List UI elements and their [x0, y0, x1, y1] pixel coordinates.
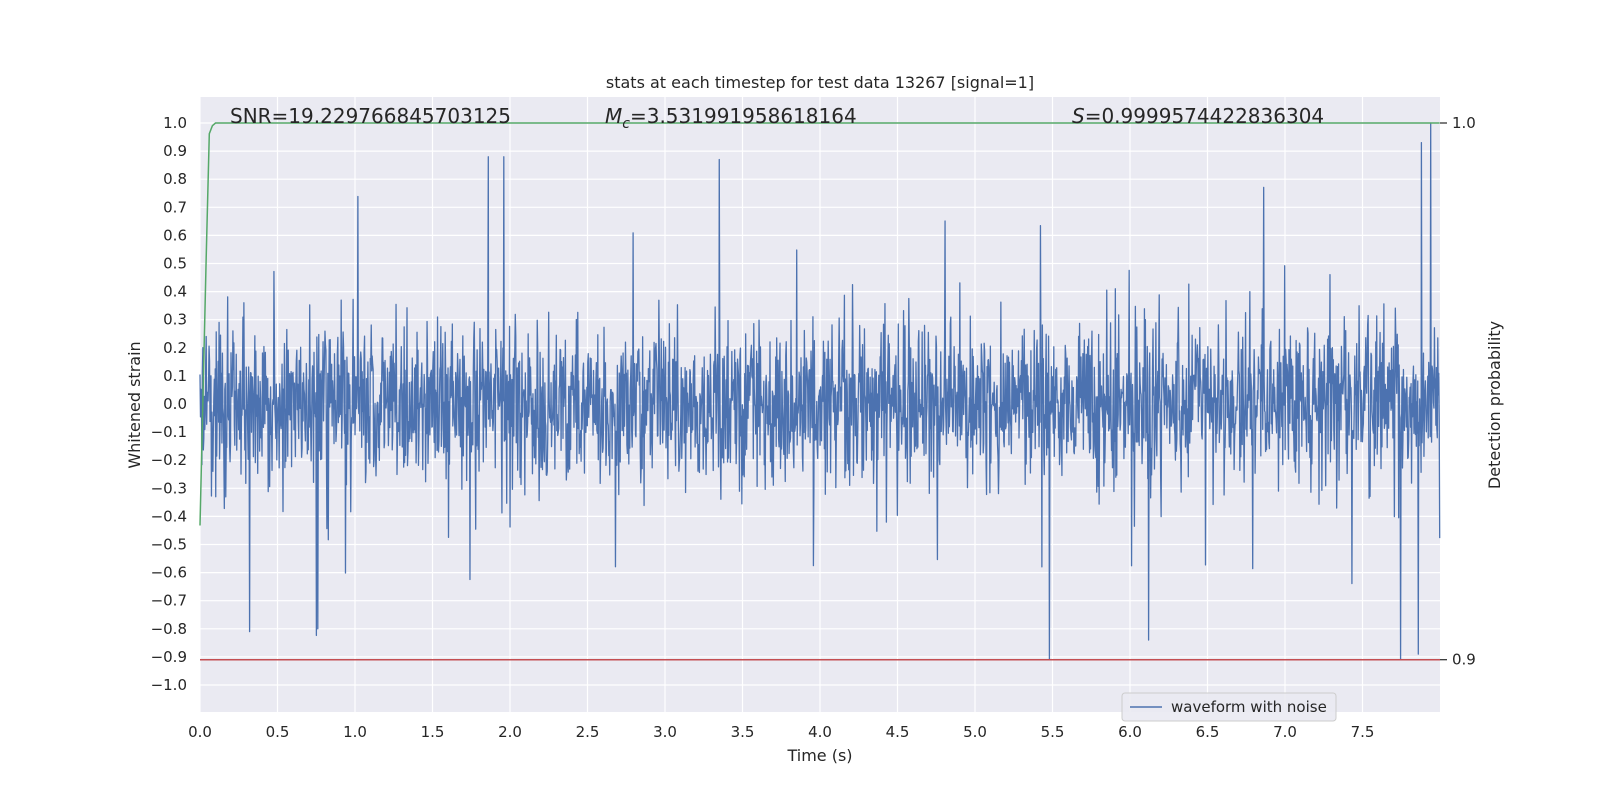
detection-stat-value: =0.9999574422836304: [1085, 104, 1324, 128]
x-axis-label: Time (s): [786, 746, 852, 765]
x-tick-label: 0.0: [188, 723, 212, 741]
x-tick-label: 1.0: [343, 723, 367, 741]
y-tick-label: −0.8: [151, 620, 187, 638]
y-tick-label: −0.7: [151, 592, 187, 610]
x-tick-label: 7.0: [1273, 723, 1297, 741]
y-tick-label: 0.4: [163, 283, 187, 301]
x-tick-label: 5.0: [963, 723, 987, 741]
legend: waveform with noise: [1121, 692, 1337, 722]
y-tick-label: −0.6: [151, 564, 187, 582]
chart-title: stats at each timestep for test data 132…: [606, 73, 1034, 92]
x-tick-label: 2.5: [576, 723, 600, 741]
x-tick-label: 4.5: [886, 723, 910, 741]
detection-stat-symbol: S: [1072, 104, 1085, 128]
y-tick-label: 0.1: [163, 367, 187, 385]
legend-box: [1121, 692, 1337, 722]
x-tick-labels: 0.0 0.5 1.0 1.5 2.0 2.5 3.0 3.5 4.0 4.5 5.0 5.5 6.0 6…: [188, 723, 1374, 741]
x-tick-label: 7.5: [1351, 723, 1375, 741]
detection-stat-annotation: S=0.9999574422836304: [1072, 104, 1324, 128]
x-tick-label: 5.5: [1041, 723, 1065, 741]
x-tick-label: 0.5: [266, 723, 290, 741]
y-tick-label: 0.5: [163, 255, 187, 273]
y-tick-label: 0.7: [163, 198, 187, 216]
y-tick-label: 0.3: [163, 311, 187, 329]
y-tick-label: 1.0: [163, 114, 187, 132]
chirp-mass-annotation: Mc=3.531991958618164: [605, 104, 857, 132]
x-tick-label: 6.0: [1118, 723, 1142, 741]
x-tick-label: 2.0: [498, 723, 522, 741]
x-tick-label: 1.5: [421, 723, 445, 741]
series-waveform-with-noise-line: [199, 122, 1441, 661]
y2-tick-labels: 0.9 1.0: [1440, 114, 1476, 669]
y-tick-label: 0.8: [163, 170, 187, 188]
y-tick-labels: −1.0 −0.9 −0.8 −0.7 −0.6 −0.5 −0.4 −0.3 −0.2 −0.1…: [151, 114, 187, 694]
x-tick-label: 3.0: [653, 723, 677, 741]
y-tick-label: 0.0: [163, 395, 187, 413]
chirp-mass-symbol: M: [605, 104, 622, 128]
x-tick-label: 3.5: [731, 723, 755, 741]
y-tick-label: −0.3: [151, 479, 187, 497]
y-tick-label: 0.6: [163, 226, 187, 244]
y-tick-label: −0.4: [151, 507, 187, 525]
y-tick-label: −0.9: [151, 648, 187, 666]
y-tick-label: −1.0: [151, 676, 187, 694]
chirp-mass-subscript: c: [622, 116, 630, 132]
x-tick-label: 6.5: [1196, 723, 1220, 741]
y2-tick-label: 1.0: [1452, 114, 1476, 132]
y-tick-label: −0.1: [151, 423, 187, 441]
series-detection-probability-line: [199, 122, 1440, 526]
legend-label-waveform-with-noise: waveform with noise: [1171, 698, 1327, 716]
chirp-mass-value: =3.531991958618164: [630, 104, 857, 128]
y-tick-label: −0.5: [151, 536, 187, 554]
y-axis-label: Whitened strain: [125, 341, 144, 468]
y2-axis-label: Detection probability: [1485, 321, 1504, 489]
y-tick-label: −0.2: [151, 451, 187, 469]
y-tick-label: 0.2: [163, 339, 187, 357]
y2-tick-label: 0.9: [1452, 651, 1476, 669]
snr-annotation: SNR=19.229766845703125: [230, 104, 511, 128]
x-tick-label: 4.0: [808, 723, 832, 741]
y-tick-label: 0.9: [163, 142, 187, 160]
